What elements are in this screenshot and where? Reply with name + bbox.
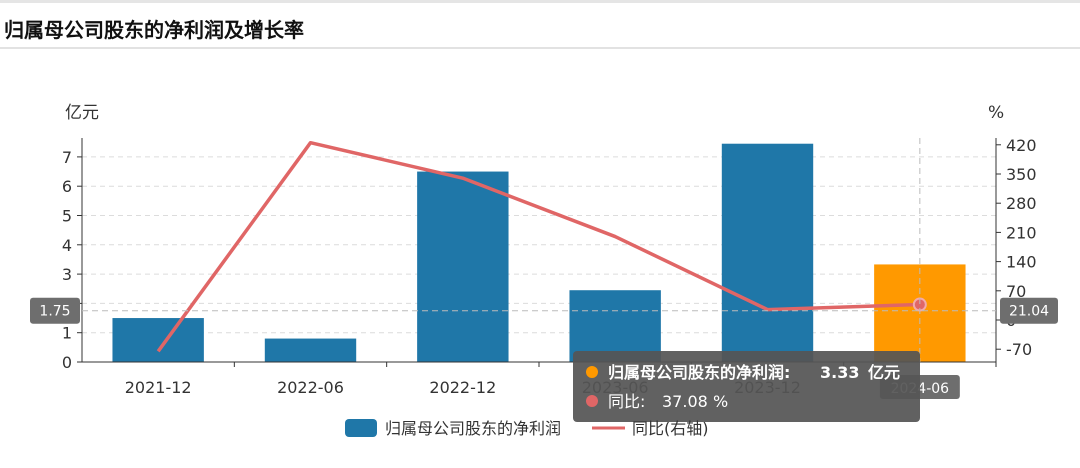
- tooltip-line2-unit: %: [713, 392, 728, 411]
- tooltip-line1-name: 归属母公司股东的净利润:: [608, 363, 790, 382]
- tooltip-bar-marker: [586, 366, 598, 378]
- pointer-left-box: [30, 297, 80, 324]
- legend[interactable]: 归属母公司股东的净利润 同比(右轴): [345, 419, 709, 438]
- tooltip-box: [573, 351, 920, 422]
- right-tick-label: 70: [1006, 282, 1026, 301]
- right-tick-label: 420: [1006, 136, 1037, 155]
- left-tick-label: 4: [62, 236, 72, 255]
- bar-2022-12[interactable]: [417, 171, 509, 362]
- tooltip-line-marker: [586, 395, 598, 407]
- bar-2022-06[interactable]: [264, 338, 357, 362]
- tooltip-line1-value: 3.33: [820, 363, 859, 382]
- bar-2021-12[interactable]: [112, 318, 204, 362]
- left-tick-label: 3: [62, 265, 72, 284]
- bar-series[interactable]: [112, 143, 966, 362]
- left-axis-unit: 亿元: [65, 103, 99, 123]
- tooltip-line1-unit: 亿元: [868, 363, 900, 382]
- legend-line-label: 同比(右轴): [632, 419, 709, 438]
- right-axis-unit: %: [988, 103, 1004, 123]
- right-tick-label: 280: [1006, 194, 1037, 213]
- pointer-right-label: 21.04: [1009, 304, 1049, 320]
- right-tick-label: -70: [1006, 340, 1032, 359]
- legend-bar-swatch: [345, 419, 377, 437]
- right-tick-label: 210: [1006, 223, 1037, 242]
- tooltip-line2-name: 同比:: [608, 392, 645, 411]
- bar-2023-06[interactable]: [569, 290, 661, 362]
- growth-line[interactable]: [156, 140, 920, 353]
- chart-title: 归属母公司股东的净利润及增长率: [4, 18, 304, 42]
- legend-item-line[interactable]: 同比(右轴): [592, 419, 709, 438]
- top-border: [0, 0, 1080, 3]
- title-divider: [0, 47, 1080, 49]
- pointer-left-label: 1.75: [39, 304, 70, 320]
- left-tick-label: 7: [62, 148, 72, 167]
- right-tick-label: 140: [1006, 253, 1037, 272]
- x-tick-label: 2021-12: [125, 378, 192, 397]
- left-tick-label: 0: [62, 353, 72, 372]
- right-tick-label: 350: [1006, 165, 1037, 184]
- bar-2023-12[interactable]: [721, 143, 814, 362]
- left-tick-label: 5: [62, 207, 72, 226]
- pointer-right-box: [1000, 297, 1058, 324]
- x-tick-label: 2022-06: [277, 378, 344, 397]
- legend-item-bar[interactable]: 归属母公司股东的净利润: [345, 419, 561, 438]
- tooltip-line2-value: 37.08: [662, 392, 708, 411]
- legend-bar-label: 归属母公司股东的净利润: [385, 419, 561, 438]
- left-tick-label: 6: [62, 177, 72, 196]
- left-tick-label: 1: [62, 324, 72, 343]
- x-tick-label: 2022-12: [429, 378, 496, 397]
